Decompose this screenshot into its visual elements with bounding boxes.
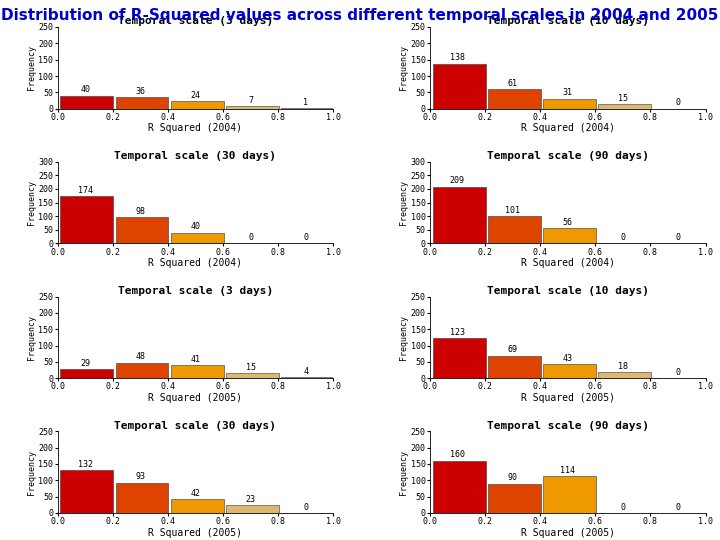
Bar [115,483,168,513]
Text: 0: 0 [303,233,308,242]
Y-axis label: Frequency: Frequency [27,315,36,360]
Bar [60,196,113,244]
Text: 93: 93 [135,472,145,481]
Bar [433,64,485,109]
Text: 123: 123 [450,328,465,337]
Text: 174: 174 [78,186,93,195]
Bar [226,505,279,513]
Text: 114: 114 [560,465,575,475]
Text: 1: 1 [303,98,308,107]
Text: 36: 36 [135,87,145,96]
Text: 0: 0 [621,503,626,512]
Text: 69: 69 [508,346,518,354]
Text: 0: 0 [675,503,680,512]
Bar [433,338,485,378]
Text: 23: 23 [246,495,256,504]
X-axis label: R Squared (2004): R Squared (2004) [521,123,615,133]
Text: 29: 29 [80,359,90,368]
Y-axis label: Frequency: Frequency [399,315,408,360]
Bar [115,362,168,378]
Text: 48: 48 [135,352,145,361]
Bar [598,373,651,378]
Y-axis label: Frequency: Frequency [399,45,408,90]
Bar [487,89,541,109]
Text: 15: 15 [618,93,628,103]
Title: Temporal scale (3 days): Temporal scale (3 days) [118,16,273,26]
Title: Temporal scale (10 days): Temporal scale (10 days) [487,16,649,26]
Text: 7: 7 [248,96,253,105]
Bar [226,106,279,109]
Y-axis label: Frequency: Frequency [27,450,36,495]
Text: 18: 18 [618,362,628,371]
Text: 0: 0 [621,233,626,242]
Bar [487,484,541,513]
Text: 0: 0 [248,233,253,242]
Text: 43: 43 [563,354,572,363]
Bar [543,476,596,513]
Title: Temporal scale (3 days): Temporal scale (3 days) [118,286,273,296]
Text: 40: 40 [80,85,90,94]
Bar [115,97,168,109]
Text: 0: 0 [675,233,680,242]
Text: 132: 132 [78,460,93,469]
X-axis label: R Squared (2005): R Squared (2005) [521,393,615,403]
Text: 160: 160 [450,450,465,460]
Y-axis label: Frequency: Frequency [27,45,36,90]
Y-axis label: Frequency: Frequency [399,450,408,495]
X-axis label: R Squared (2005): R Squared (2005) [148,528,243,537]
X-axis label: R Squared (2004): R Squared (2004) [148,123,243,133]
Text: 0: 0 [675,368,680,377]
Y-axis label: Frequency: Frequency [27,180,36,225]
Text: 42: 42 [191,489,200,498]
Bar [433,461,485,513]
X-axis label: R Squared (2005): R Squared (2005) [521,528,615,537]
Text: 4: 4 [303,367,308,376]
Text: Distribution of R-Squared values across different temporal scales in 2004 and 20: Distribution of R-Squared values across … [1,8,719,23]
Bar [171,500,224,513]
Bar [171,101,224,109]
Y-axis label: Frequency: Frequency [399,180,408,225]
Bar [543,228,596,244]
Text: 0: 0 [675,98,680,107]
Bar [281,377,334,378]
Bar [60,470,113,513]
Title: Temporal scale (10 days): Temporal scale (10 days) [487,286,649,296]
Bar [433,186,485,244]
X-axis label: R Squared (2004): R Squared (2004) [148,258,243,268]
Bar [171,365,224,378]
Bar [60,369,113,378]
Bar [115,217,168,244]
Bar [226,373,279,378]
Text: 98: 98 [135,206,145,215]
Text: 15: 15 [246,363,256,372]
Text: 90: 90 [508,474,518,482]
X-axis label: R Squared (2005): R Squared (2005) [148,393,243,403]
Bar [60,96,113,109]
Title: Temporal scale (30 days): Temporal scale (30 days) [114,421,276,430]
Bar [543,99,596,109]
Text: 0: 0 [303,503,308,512]
Bar [487,216,541,244]
Text: 40: 40 [191,222,200,231]
Bar [543,364,596,378]
X-axis label: R Squared (2004): R Squared (2004) [521,258,615,268]
Text: 209: 209 [450,177,465,185]
Bar [487,356,541,378]
Text: 24: 24 [191,91,200,99]
Text: 56: 56 [563,218,572,227]
Text: 101: 101 [505,206,520,215]
Title: Temporal scale (90 days): Temporal scale (90 days) [487,151,649,161]
Bar [171,233,224,244]
Text: 31: 31 [563,89,572,97]
Title: Temporal scale (30 days): Temporal scale (30 days) [114,151,276,161]
Bar [598,104,651,109]
Text: 41: 41 [191,355,200,363]
Text: 61: 61 [508,78,518,87]
Text: 138: 138 [450,53,465,62]
Title: Temporal scale (90 days): Temporal scale (90 days) [487,421,649,430]
